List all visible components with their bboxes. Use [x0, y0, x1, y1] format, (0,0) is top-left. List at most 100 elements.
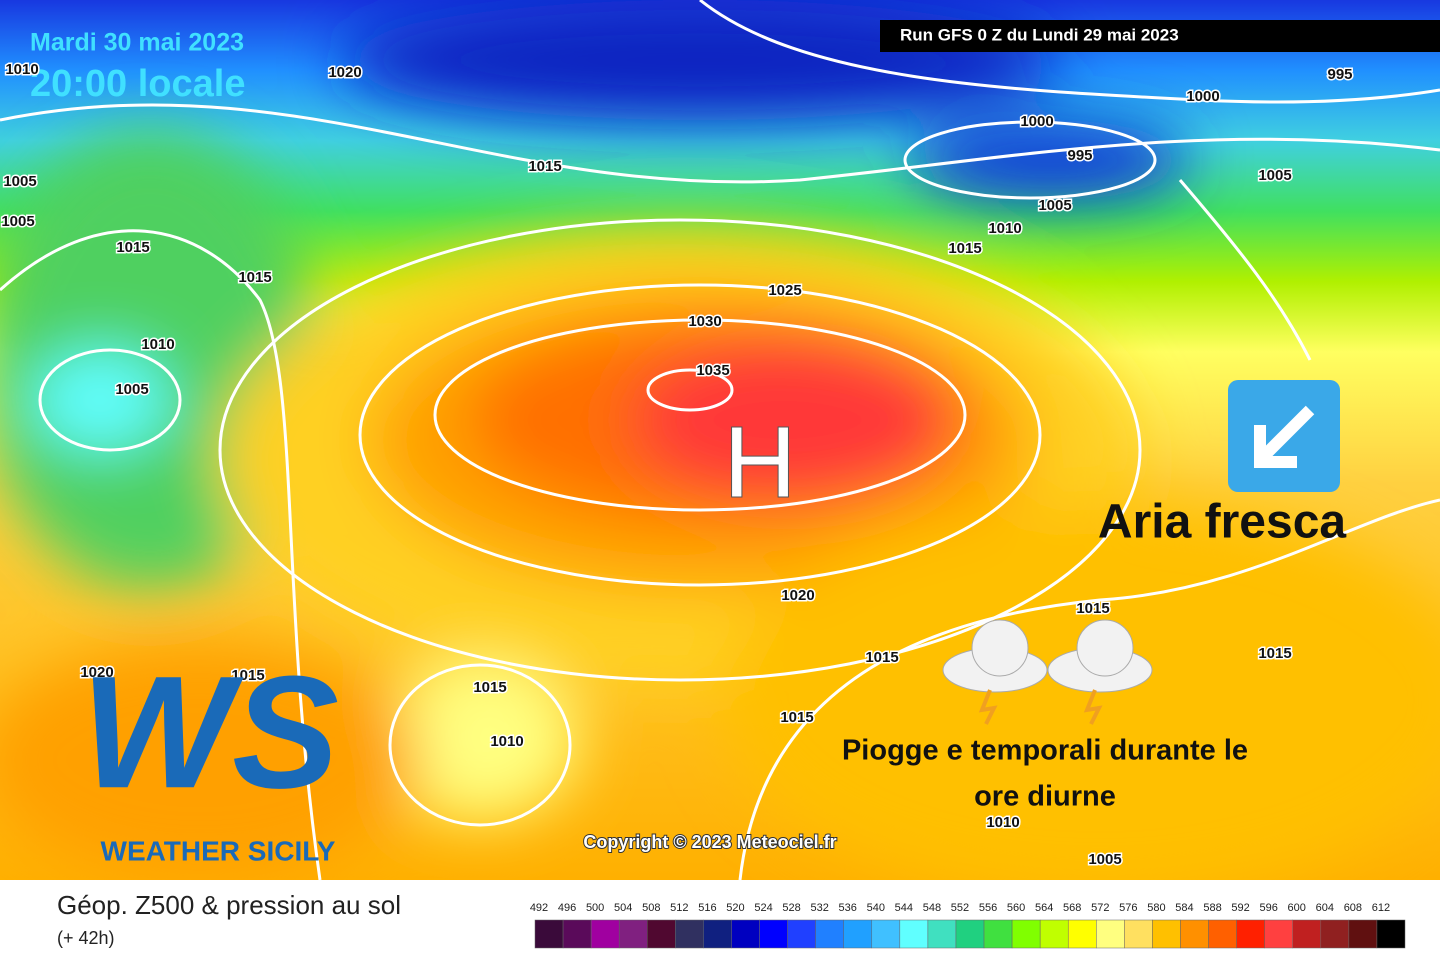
isobar-label: 1030 — [688, 313, 721, 330]
isobar-label: 1025 — [768, 282, 801, 299]
isobar-label: 1005 — [1258, 167, 1291, 184]
scale-label: 504 — [614, 902, 632, 914]
scale-label: 556 — [979, 902, 997, 914]
scale-label: 548 — [923, 902, 941, 914]
scale-swatch — [843, 919, 873, 949]
scale-swatch — [534, 919, 564, 949]
forecast-time: 20:00 locale — [30, 63, 245, 105]
scale-label: 532 — [810, 902, 828, 914]
scale-swatch — [1264, 919, 1293, 949]
isobar-label: 1020 — [781, 587, 814, 604]
scale-swatch — [1236, 919, 1265, 949]
scale-swatch — [815, 919, 844, 949]
scale-label: 524 — [754, 902, 772, 914]
isobar-label: 995 — [1327, 66, 1352, 83]
logo-mark: WS — [81, 642, 339, 821]
scale-swatch — [647, 919, 676, 949]
scale-label: 608 — [1344, 902, 1362, 914]
isobar-label: 995 — [1067, 147, 1092, 164]
scale-swatch — [1039, 919, 1069, 949]
isobar-label: 1015 — [1076, 600, 1109, 617]
scale-swatch — [759, 919, 788, 949]
scale-label: 580 — [1147, 902, 1165, 914]
run-info: Run GFS 0 Z du Lundi 29 mai 2023 — [900, 25, 1179, 44]
isobar-label: 1005 — [115, 381, 148, 398]
scale-swatch — [731, 919, 760, 949]
scale-swatch — [927, 919, 957, 949]
isobar-label: 1000 — [1020, 113, 1053, 130]
scale-swatch — [955, 919, 985, 949]
rain-label-2: ore diurne — [974, 781, 1116, 813]
scale-label: 600 — [1288, 902, 1306, 914]
background — [0, 0, 1440, 900]
scale-label: 604 — [1316, 902, 1334, 914]
isobar-label: 1005 — [1088, 851, 1121, 868]
scale-label: 552 — [951, 902, 969, 914]
isobar-label: 1005 — [1, 213, 34, 230]
isobar-label: 1015 — [780, 709, 813, 726]
scale-swatch — [562, 919, 592, 949]
scale-label: 612 — [1372, 902, 1390, 914]
scale-label: 496 — [558, 902, 576, 914]
scale-label: 568 — [1063, 902, 1081, 914]
scale-swatch — [1348, 919, 1378, 949]
isobar-label: 1035 — [696, 362, 729, 379]
cool-air-label: Aria fresca — [1098, 496, 1346, 549]
isobar-labels: 1010 1020 995 1000 1000 995 1005 1005 1015 1015 10… — [0, 59, 1354, 869]
isobar-label: 1000 — [1186, 88, 1219, 105]
scale-swatch — [618, 919, 648, 949]
scale-swatch — [983, 919, 1013, 949]
scale-swatch — [1376, 919, 1406, 949]
isobar-label: 1015 — [865, 649, 898, 666]
scale-swatch — [1067, 919, 1097, 949]
scale-swatch — [787, 919, 816, 949]
isobar-label: 1010 — [490, 733, 523, 750]
high-pressure: H — [724, 406, 796, 518]
scale-swatch — [590, 919, 620, 949]
copyright: Copyright © 2023 Meteociel.fr — [583, 832, 836, 852]
scale-swatch — [1320, 919, 1350, 949]
scale-swatch — [703, 919, 732, 949]
isobar-label: 1010 — [5, 61, 38, 78]
legend-lead: (+ 42h) — [57, 928, 115, 948]
scale-swatch — [1180, 919, 1209, 949]
run-banner — [880, 20, 1440, 52]
scale-label: 564 — [1035, 902, 1053, 914]
scale-swatch — [899, 919, 929, 949]
isobar-label: 1015 — [1258, 645, 1291, 662]
scale-label: 536 — [839, 902, 857, 914]
isobar-label: 1020 — [80, 664, 113, 681]
isobar-label: 1015 — [231, 667, 264, 684]
scale-swatch — [1152, 919, 1181, 949]
rain-label-1: Piogge e temporali durante le — [842, 735, 1248, 767]
isobar-label: 1015 — [528, 158, 561, 175]
scale-label: 492 — [530, 902, 548, 914]
legend-title: Géop. Z500 & pression au sol — [57, 890, 401, 920]
scale-label: 576 — [1119, 902, 1137, 914]
isobar-label: 1010 — [141, 336, 174, 353]
isobar-label: 1010 — [988, 220, 1021, 237]
scale-label: 544 — [895, 902, 913, 914]
scale-label: 588 — [1203, 902, 1221, 914]
storm-icons — [942, 619, 1153, 725]
scale-label: 592 — [1231, 902, 1249, 914]
forecast-date: Mardi 30 mai 2023 — [30, 29, 244, 57]
scale-label: 512 — [670, 902, 688, 914]
cool-air-icon — [1228, 380, 1340, 492]
isobar-label: 1015 — [948, 240, 981, 257]
scale-label: 500 — [586, 902, 604, 914]
logo-name: WEATHER SICILY — [101, 835, 336, 866]
scale-label: 560 — [1007, 902, 1025, 914]
scale-label: 516 — [698, 902, 716, 914]
isobar-label: 1005 — [3, 173, 36, 190]
isobar-label: 1015 — [116, 239, 149, 256]
color-scale: 492 496 500 504 508 512 516 520 524 528 532 536 540 5… — [530, 902, 1406, 949]
scale-swatch — [1096, 919, 1125, 949]
scale-swatch — [1292, 919, 1322, 949]
scale-label: 528 — [782, 902, 800, 914]
scale-swatch — [1208, 919, 1237, 949]
scale-label: 596 — [1259, 902, 1277, 914]
isobar-label: 1015 — [238, 269, 271, 286]
scale-label: 572 — [1091, 902, 1109, 914]
